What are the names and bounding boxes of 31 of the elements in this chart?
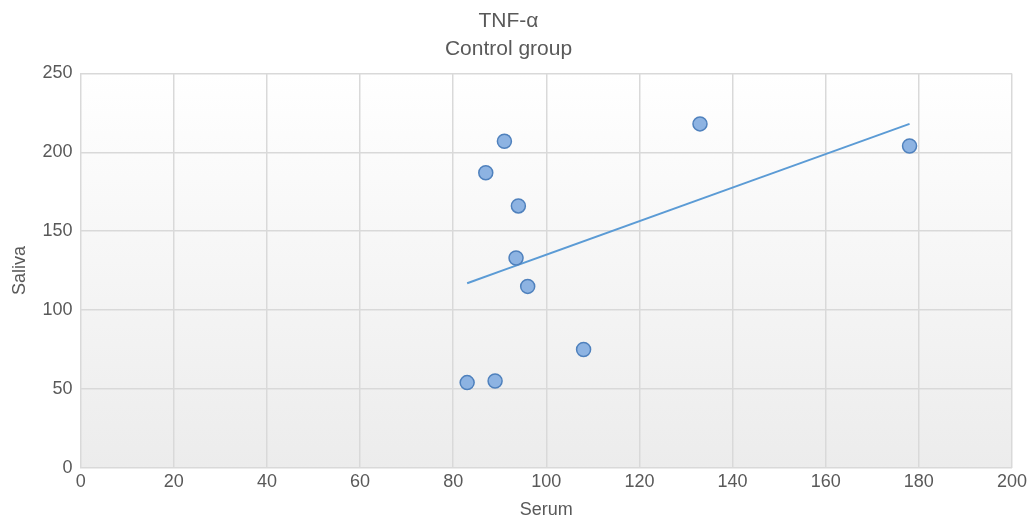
x-tick-label: 180 — [903, 470, 934, 491]
y-tick-label: 50 — [52, 377, 73, 398]
point — [901, 138, 918, 154]
y-tick-label: 100 — [42, 299, 73, 320]
x-tick-label: 200 — [996, 470, 1028, 491]
point — [478, 165, 494, 181]
point — [459, 374, 475, 391]
x-tick-label: 160 — [810, 470, 841, 491]
x-tick-label: 120 — [624, 470, 655, 491]
chart-title: TNF-α — [478, 8, 539, 32]
x-tick-label: 0 — [75, 470, 86, 491]
point — [508, 250, 524, 266]
x-tick-label: 20 — [163, 470, 184, 491]
x-tick-label: 140 — [717, 470, 748, 491]
y-tick-label: 250 — [42, 62, 73, 83]
chart-subtitle: Control group — [444, 35, 573, 59]
x-tick-label: 80 — [443, 470, 464, 491]
x-tick-label: 40 — [256, 470, 277, 491]
y-tick-label: 200 — [42, 141, 73, 162]
x-axis-title: Serum — [519, 499, 573, 520]
y-tick-label: 150 — [42, 220, 73, 241]
y-axis-title: Saliva — [8, 245, 29, 296]
y-tick-label: 0 — [62, 456, 73, 477]
point — [487, 373, 503, 389]
x-tick-label: 100 — [531, 470, 562, 491]
point — [519, 278, 536, 295]
x-tick-label: 60 — [350, 470, 371, 491]
point — [692, 116, 708, 132]
point — [510, 198, 527, 214]
point — [496, 133, 513, 149]
point — [575, 341, 592, 358]
